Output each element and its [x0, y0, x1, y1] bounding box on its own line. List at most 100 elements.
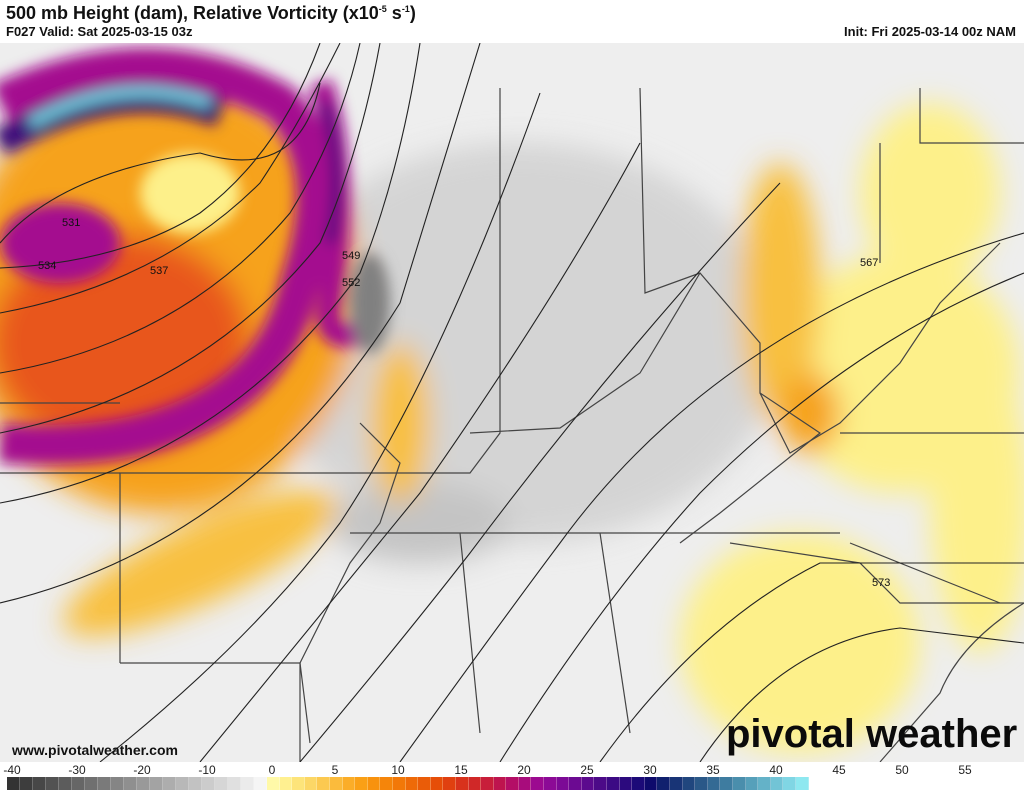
- colorbar-cell: [241, 777, 254, 790]
- colorbar: -40 -30 -20 -10 0 5 10 15 20 25 30 35 40 45 50 55: [0, 762, 1024, 791]
- colorbar-cell: [707, 777, 721, 790]
- colorbar-tick-label: 15: [454, 763, 468, 777]
- colorbar-tick-label: -30: [68, 763, 86, 777]
- colorbar-cell: [98, 777, 111, 790]
- colorbar-cell: [72, 777, 85, 790]
- colorbar-cell: [720, 777, 733, 790]
- colorbar-tick-label: -10: [198, 763, 216, 777]
- init-time: Init: Fri 2025-03-14 00z NAM: [844, 24, 1016, 39]
- colorbar-cell: [329, 777, 343, 790]
- colorbar-cell: [367, 777, 381, 790]
- colorbar-cell: [468, 777, 482, 790]
- colorbar-cell: [85, 777, 98, 790]
- colorbar-tick-label: 45: [832, 763, 846, 777]
- colorbar-cell: [581, 777, 595, 790]
- colorbar-cell: [556, 777, 570, 790]
- colorbar-cell: [405, 777, 419, 790]
- title-exponent-2: -1: [401, 4, 410, 14]
- colorbar-cell: [531, 777, 545, 790]
- colorbar-cell: [670, 777, 683, 790]
- colorbar-cell: [783, 777, 796, 790]
- colorbar-tick-label: 0: [268, 763, 276, 777]
- colorbar-cell: [657, 777, 670, 790]
- colorbar-cell: [430, 777, 444, 790]
- colorbar-cell: [202, 777, 215, 790]
- colorbar-tick-label: 20: [517, 763, 531, 777]
- colorbar-tick-label: -20: [133, 763, 151, 777]
- colorbar-cell: [228, 777, 241, 790]
- colorbar-cell: [418, 777, 431, 790]
- colorbar-tick-label: 55: [958, 763, 972, 777]
- colorbar-cell: [137, 777, 150, 790]
- title-text: 500 mb Height (dam), Relative Vorticity …: [6, 3, 379, 23]
- colorbar-cell: [292, 777, 305, 790]
- contour-label: 573: [872, 577, 890, 589]
- colorbar-cell: [59, 777, 72, 790]
- colorbar-cell: [163, 777, 176, 790]
- colorbar-cell: [506, 777, 519, 790]
- title-close: ): [409, 3, 416, 23]
- colorbar-cell: [594, 777, 608, 790]
- colorbar-cell: [732, 777, 746, 790]
- colorbar-cell: [607, 777, 620, 790]
- colorbar-cell: [770, 777, 784, 790]
- colorbar-cell: [795, 777, 809, 790]
- colorbar-cell: [317, 777, 330, 790]
- colorbar-tick-label: 50: [895, 763, 909, 777]
- height-contours: [0, 43, 1024, 762]
- colorbar-cell: [215, 777, 228, 790]
- title-exponent: -5: [378, 4, 387, 14]
- colorbar-cell: [46, 777, 59, 790]
- colorbar-cell: [619, 777, 633, 790]
- title-unit: s: [386, 3, 402, 23]
- contour-label: 567: [860, 257, 878, 269]
- contour-labels: 531 534 537 549 552 567 573: [38, 217, 890, 589]
- colorbar-cell: [644, 777, 658, 790]
- vorticity-core: [0, 48, 390, 465]
- colorbar-cell: [544, 777, 557, 790]
- map-title: 500 mb Height (dam), Relative Vorticity …: [6, 3, 416, 24]
- colorbar-cell: [20, 777, 33, 790]
- colorbar-cell: [33, 777, 46, 790]
- colorbar-cell: [569, 777, 582, 790]
- colorbar-cell: [267, 777, 280, 790]
- contour-label: 531: [62, 217, 80, 229]
- contour-label: 537: [150, 265, 168, 277]
- colorbar-cell: [392, 777, 406, 790]
- vorticity-map: 531 534 537 549 552 567 573: [0, 43, 1024, 762]
- colorbar-cell: [189, 777, 202, 790]
- colorbar-cell: [111, 777, 124, 790]
- colorbar-cell: [455, 777, 469, 790]
- colorbar-cell: [682, 777, 696, 790]
- colorbar-tick-label: 5: [331, 763, 339, 777]
- colorbar-cell: [254, 777, 267, 790]
- colorbar-cell: [493, 777, 507, 790]
- colorbar-cell: [632, 777, 645, 790]
- colorbar-tick-label: 25: [580, 763, 594, 777]
- colorbar-cell: [481, 777, 494, 790]
- valid-time: F027 Valid: Sat 2025-03-15 03z: [6, 24, 193, 39]
- pivotal-weather-logo: pivotal weather: [726, 712, 1018, 756]
- colorbar-cell: [355, 777, 368, 790]
- colorbar-cell: [176, 777, 189, 790]
- colorbar-cell: [150, 777, 163, 790]
- source-url: www.pivotalweather.com: [12, 742, 178, 758]
- colorbar-cell: [745, 777, 759, 790]
- colorbar-cells: [7, 777, 809, 790]
- colorbar-cell: [758, 777, 771, 790]
- colorbar-cell: [304, 777, 318, 790]
- colorbar-cell: [518, 777, 532, 790]
- contour-label: 552: [342, 277, 360, 289]
- colorbar-tick-label: 10: [391, 763, 405, 777]
- colorbar-tick-label: 35: [706, 763, 720, 777]
- colorbar-tick-label: -40: [3, 763, 21, 777]
- contour-label: 534: [38, 260, 56, 272]
- contour-label: 549: [342, 250, 360, 262]
- colorbar-tick-label: 40: [769, 763, 783, 777]
- colorbar-cell: [695, 777, 708, 790]
- colorbar-cell: [443, 777, 456, 790]
- colorbar-cell: [342, 777, 356, 790]
- colorbar-cell: [7, 777, 20, 790]
- colorbar-cell: [279, 777, 293, 790]
